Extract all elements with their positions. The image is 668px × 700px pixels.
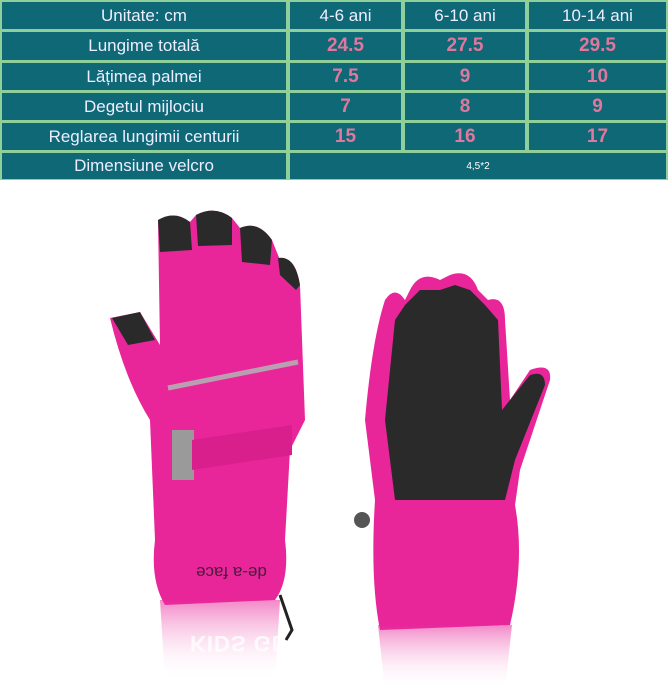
row-value: 17	[529, 123, 666, 150]
header-unit: Unitate: cm	[2, 2, 286, 29]
right-glove	[354, 273, 551, 690]
header-size-1: 4-6 ani	[290, 2, 401, 29]
row-label: Lățimea palmei	[2, 63, 286, 90]
header-size-2: 6-10 ani	[405, 2, 525, 29]
row-label: Reglarea lungimii centurii	[2, 123, 286, 150]
row-value: 7.5	[290, 63, 401, 90]
row-value: 7	[290, 93, 401, 120]
row-label: Degetul mijlociu	[2, 93, 286, 120]
reflection-text: KIDS GLOVE	[190, 631, 336, 656]
row-value: 16	[405, 123, 525, 150]
row-value: 24.5	[290, 32, 401, 60]
header-size-3: 10-14 ani	[529, 2, 666, 29]
row-value: 10	[529, 63, 666, 90]
size-table: Unitate: cm 4-6 ani 6-10 ani 10-14 ani L…	[0, 0, 668, 180]
row-label: Lungime totală	[2, 32, 286, 60]
row-value: 29.5	[529, 32, 666, 60]
row-value: 15	[290, 123, 401, 150]
gloves-photo	[110, 210, 551, 690]
velcro-label: Dimensiune velcro	[2, 153, 286, 179]
row-value: 9	[405, 63, 525, 90]
row-value: 27.5	[405, 32, 525, 60]
left-glove	[110, 210, 305, 680]
row-value: 8	[405, 93, 525, 120]
brand-label: de-a face	[196, 563, 267, 582]
row-value: 9	[529, 93, 666, 120]
velcro-value: 4,5*2	[290, 153, 666, 179]
